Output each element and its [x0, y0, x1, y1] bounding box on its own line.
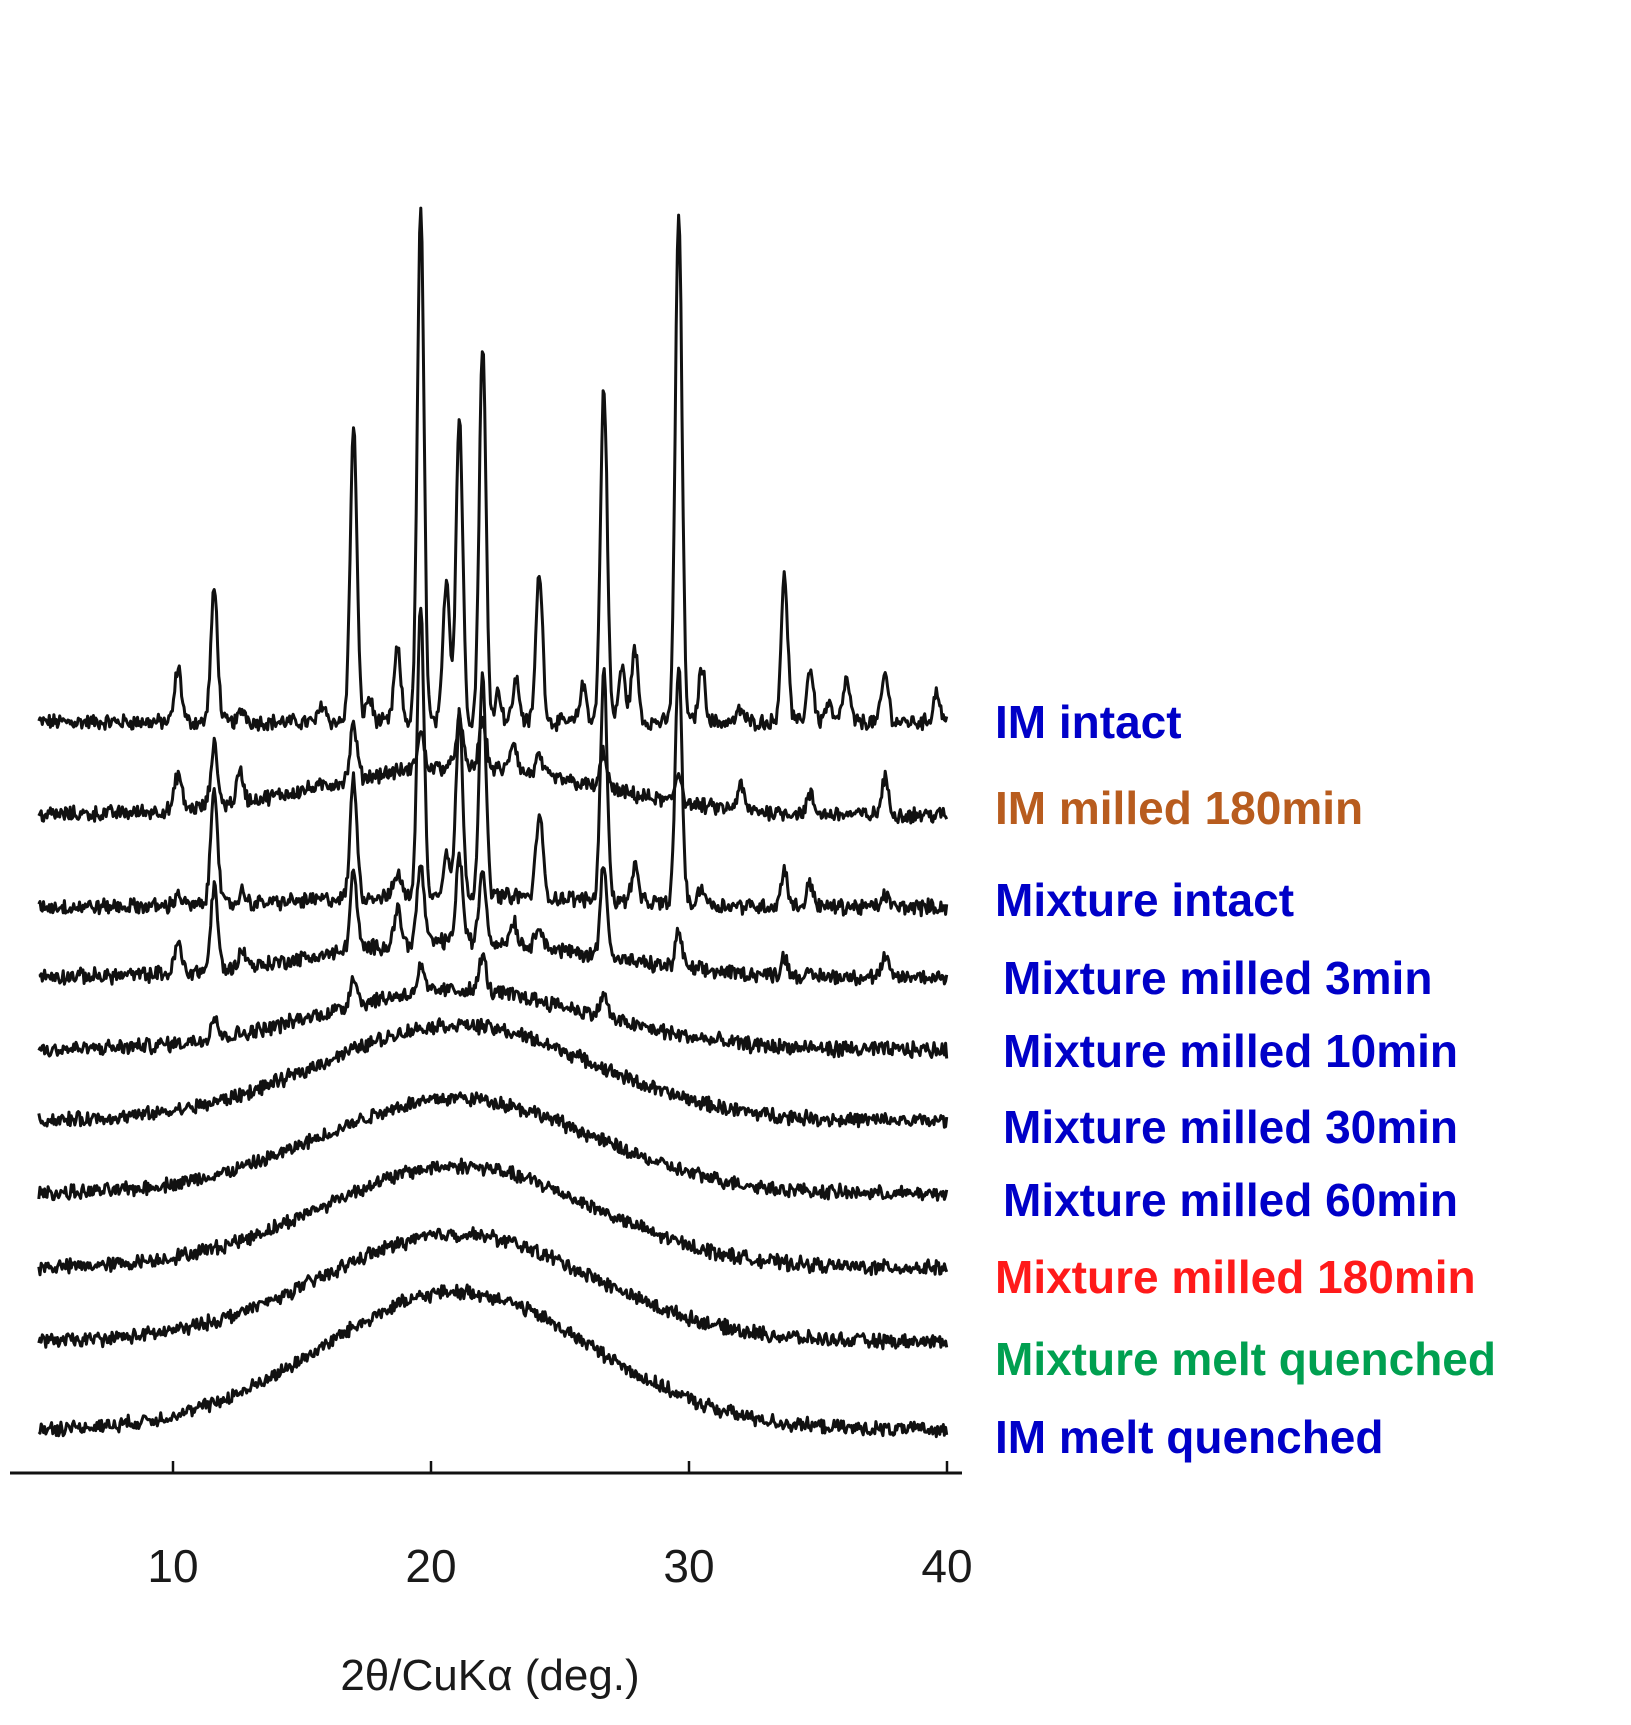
trace-8	[37, 1226, 949, 1351]
x-tick-label-20: 20	[405, 1540, 456, 1592]
series-label-5: Mixture milled 30min	[1003, 1101, 1458, 1153]
x-axis: 10 20 30 40	[10, 1461, 973, 1592]
trace-0	[37, 206, 949, 733]
x-tick-label-10: 10	[147, 1540, 198, 1592]
series-label-4: Mixture milled 10min	[1003, 1025, 1458, 1077]
diffractogram-traces	[37, 206, 949, 1439]
x-axis-title: 2θ/CuKα (deg.)	[340, 1651, 639, 1700]
series-label-9: IM melt quenched	[995, 1411, 1383, 1463]
trace-1	[37, 711, 949, 825]
series-label-2: Mixture intact	[995, 874, 1294, 926]
series-label-3: Mixture milled 3min	[1003, 952, 1432, 1004]
trace-4	[37, 952, 949, 1059]
series-label-1: IM milled 180min	[995, 782, 1363, 834]
series-label-0: IM intact	[995, 696, 1182, 748]
series-label-8: Mixture melt quenched	[995, 1333, 1496, 1385]
trace-2	[37, 606, 949, 918]
trace-9	[37, 1283, 949, 1439]
trace-6	[37, 1091, 949, 1202]
trace-5	[37, 1017, 949, 1129]
trace-7	[37, 1157, 949, 1277]
x-tick-label-30: 30	[663, 1540, 714, 1592]
series-label-7: Mixture milled 180min	[995, 1251, 1476, 1303]
x-tick-label-40: 40	[921, 1540, 972, 1592]
series-label-6: Mixture milled 60min	[1003, 1174, 1458, 1226]
series-labels: IM intact IM milled 180min Mixture intact M…	[995, 696, 1496, 1463]
trace-3	[38, 851, 949, 987]
